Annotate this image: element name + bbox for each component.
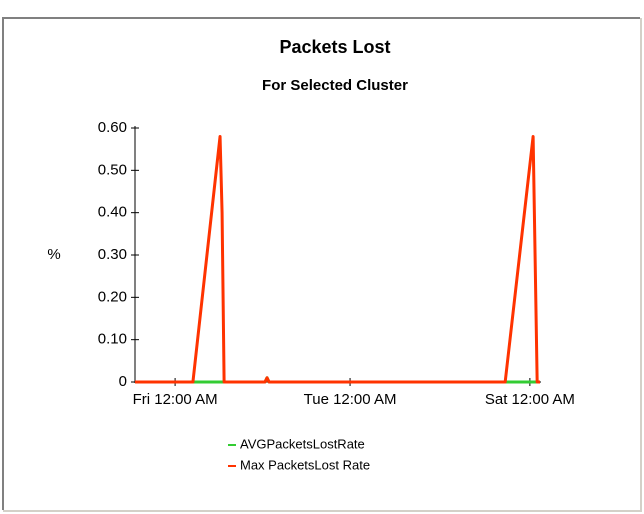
frame — [3, 18, 642, 512]
series-line — [135, 134, 540, 384]
legend-label: Max PacketsLost Rate — [240, 457, 370, 472]
legend-label: AVGPacketsLostRate — [240, 436, 365, 451]
x-tick-label: Fri 12:00 AM — [133, 391, 218, 408]
x-tick-label: Sat 12:00 AM — [485, 391, 575, 408]
y-axis-label: % — [47, 246, 60, 263]
y-tick-label: 0 — [119, 373, 127, 390]
y-tick-label: 0.50 — [98, 161, 127, 178]
x-tick-label: Tue 12:00 AM — [304, 391, 397, 408]
y-tick-label: 0.40 — [98, 204, 127, 221]
y-tick-label: 0.60 — [98, 119, 127, 136]
y-tick-label: 0.10 — [98, 331, 127, 348]
chart-subtitle: For Selected Cluster — [262, 77, 408, 94]
y-tick-label: 0.30 — [98, 246, 127, 263]
y-tick-label: 0.20 — [98, 288, 127, 305]
chart-title: Packets Lost — [279, 37, 390, 57]
frame — [2, 17, 640, 510]
